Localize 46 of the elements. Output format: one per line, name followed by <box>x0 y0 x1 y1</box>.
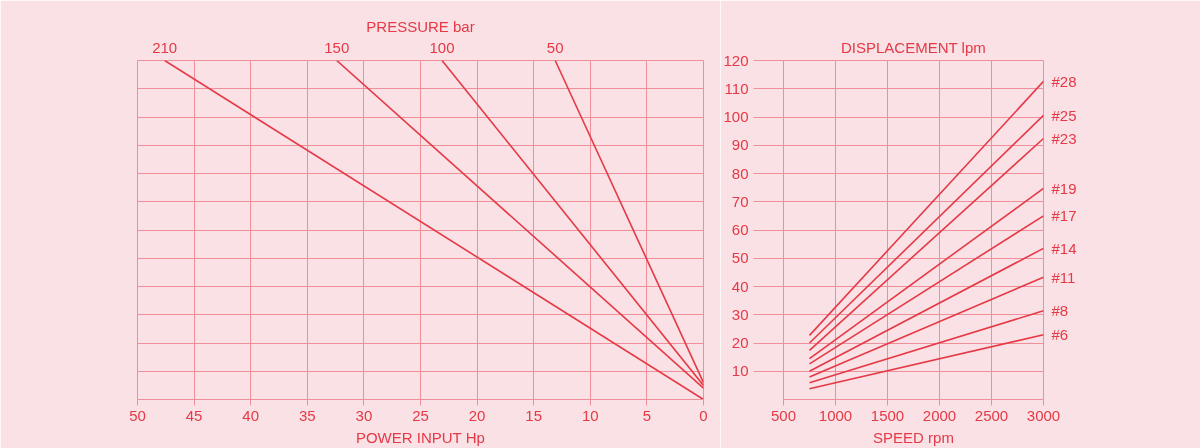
x-axis-title: POWER INPUT Hp <box>355 428 485 446</box>
series-label: #6 <box>1051 326 1069 344</box>
x-tick-label: 15 <box>525 406 543 424</box>
y-tick-label: 110 <box>724 79 749 97</box>
x-tick-label: 40 <box>242 406 260 424</box>
y-tick-label: 120 <box>723 51 749 69</box>
x-tick-label: 0 <box>699 406 708 424</box>
x-tick-label: 45 <box>185 406 203 424</box>
x-tick-label: 1000 <box>818 406 853 424</box>
series-label: 150 <box>324 38 350 56</box>
x-tick-label: 10 <box>581 406 599 424</box>
chart-title: PRESSURE bar <box>366 17 475 35</box>
y-tick-label: 20 <box>731 334 749 351</box>
series-label: 50 <box>546 38 564 56</box>
y-tick-label: 50 <box>731 249 749 267</box>
y-tick-label: 40 <box>731 277 749 295</box>
x-tick-label: 35 <box>298 406 316 424</box>
x-tick-label: 3000 <box>1026 406 1061 424</box>
y-tick-label: 100 <box>723 108 749 125</box>
x-tick-label: 20 <box>468 406 486 424</box>
y-tick-label: 30 <box>731 305 749 323</box>
x-axis-title: SPEED rpm <box>873 428 954 446</box>
x-tick-label: 2500 <box>974 406 1009 424</box>
y-tick-label: 70 <box>731 192 749 210</box>
series-label: #11 <box>1051 268 1076 286</box>
x-tick-label: 30 <box>355 406 373 424</box>
series-label: #17 <box>1051 207 1077 225</box>
y-tick-label: 90 <box>731 136 749 154</box>
y-tick-label: 10 <box>731 362 749 380</box>
series-label: #23 <box>1051 129 1077 147</box>
series-label: #25 <box>1051 106 1077 124</box>
series-label: #8 <box>1051 302 1069 320</box>
x-tick-label: 1500 <box>870 406 905 424</box>
y-tick-label: 60 <box>731 221 749 238</box>
series-label: #14 <box>1051 239 1077 257</box>
series-label: #28 <box>1051 72 1077 90</box>
series-label: #19 <box>1051 179 1077 197</box>
y-axis-title: DISPLACEMENT lpm <box>840 38 986 56</box>
y-tick-label: 80 <box>731 164 749 182</box>
x-tick-label: 25 <box>412 406 429 424</box>
x-tick-label: 2000 <box>922 406 957 424</box>
series-label: 210 <box>152 38 178 56</box>
x-tick-label: 5 <box>642 406 652 424</box>
series-label: 100 <box>429 38 455 56</box>
x-tick-label: 50 <box>129 406 146 424</box>
x-tick-label: 500 <box>770 406 797 424</box>
